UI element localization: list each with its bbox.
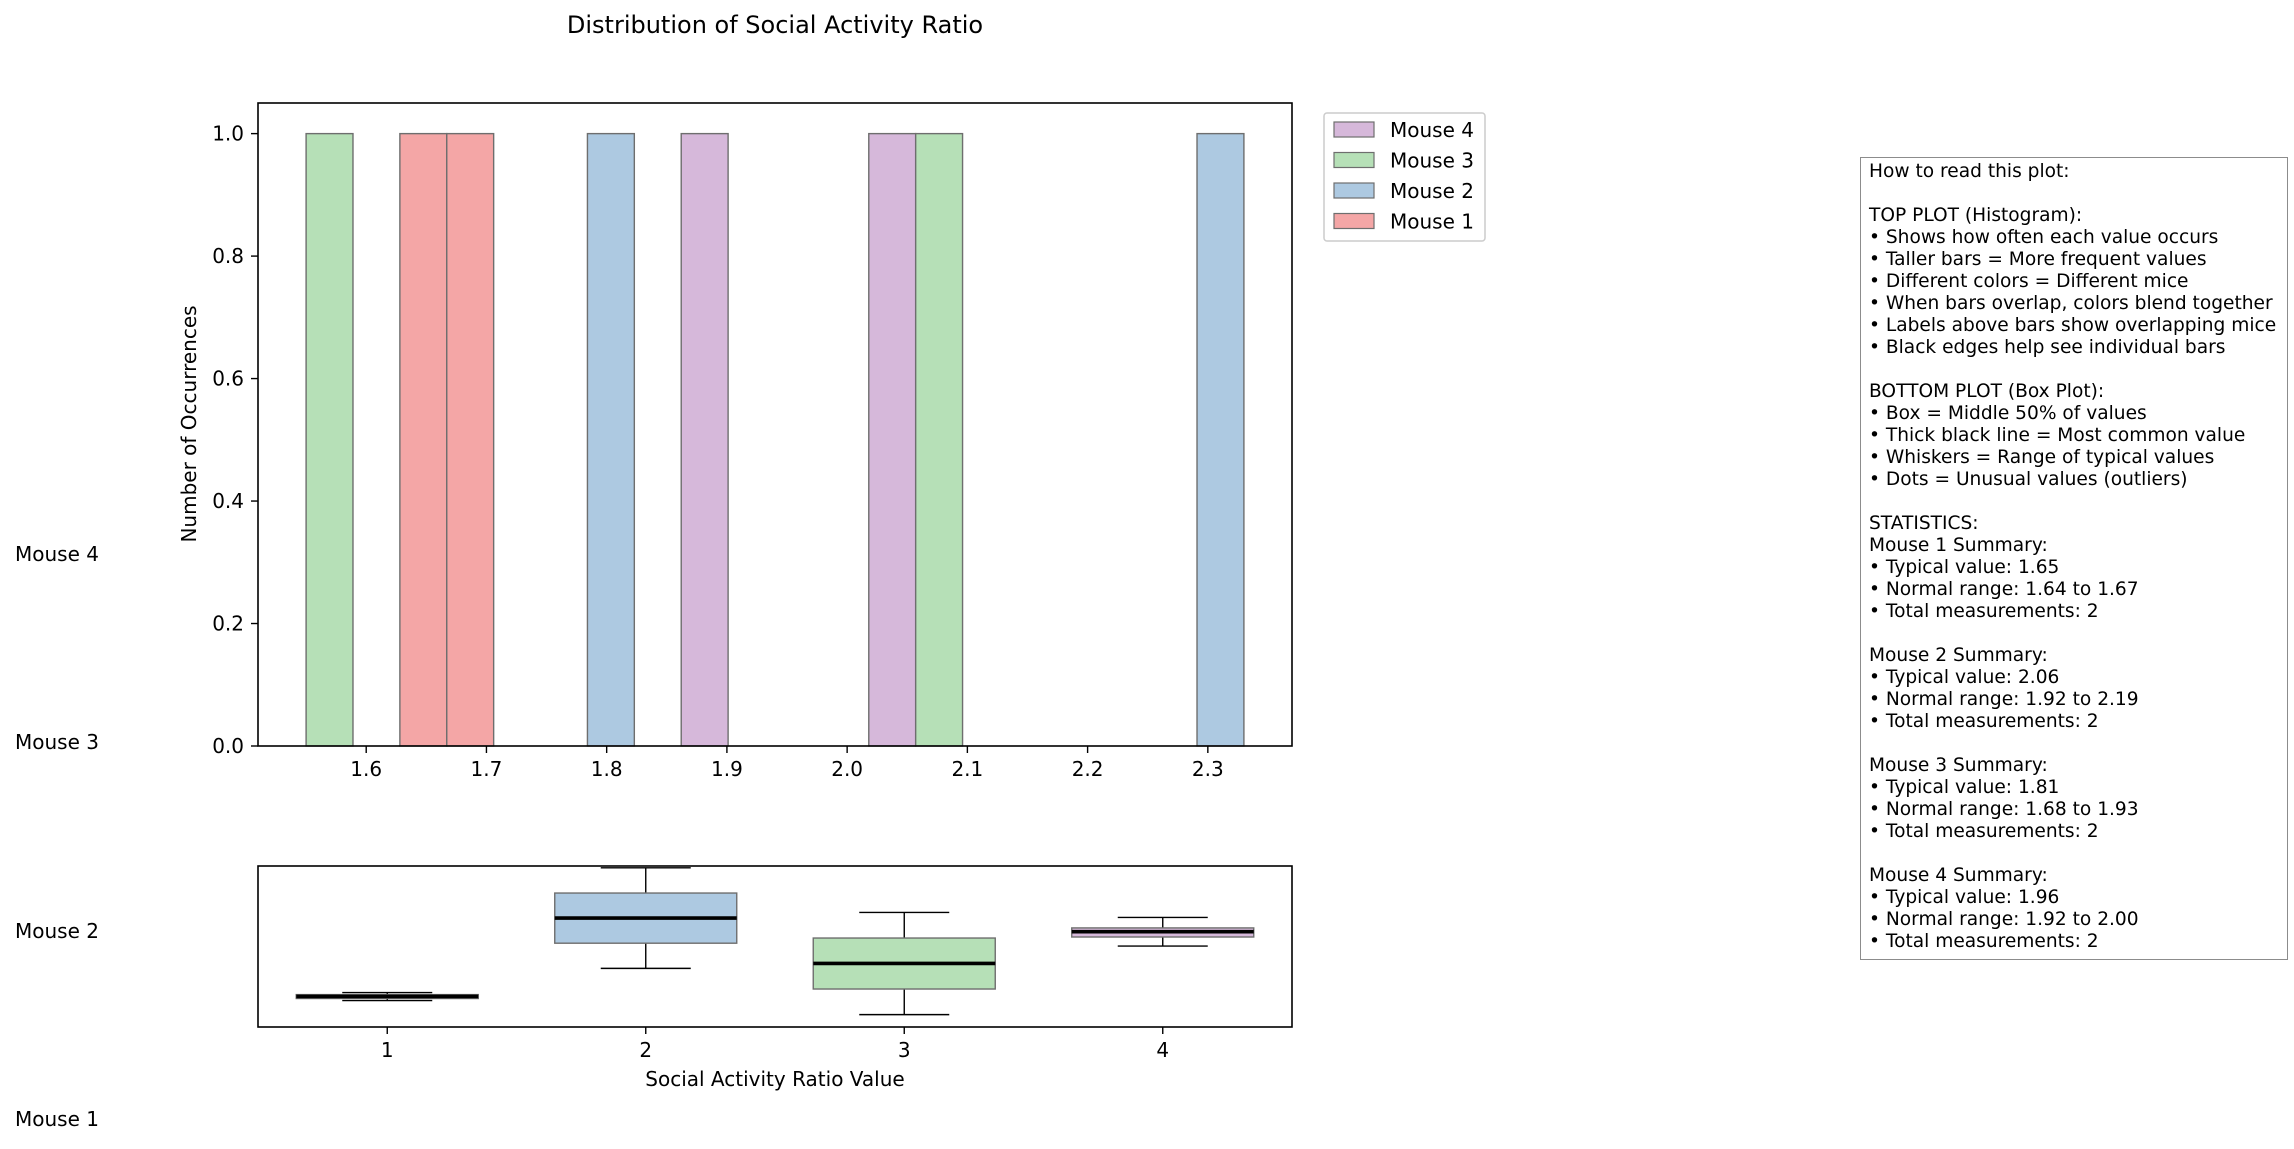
side-label: Mouse 4 bbox=[15, 542, 99, 566]
guide-line: • Typical value: 1.81 bbox=[1869, 777, 2060, 798]
guide-line: • Box = Middle 50% of values bbox=[1869, 403, 2147, 424]
guide-line: Mouse 1 Summary: bbox=[1869, 535, 2048, 556]
histogram-bar-mouse-1 bbox=[446, 132, 495, 747]
side-labels: Mouse 4 Mouse 3 Mouse 2 Mouse 1 bbox=[15, 542, 99, 1131]
guide-line: • Whiskers = Range of typical values bbox=[1869, 447, 2215, 468]
guide-line: • When bars overlap, colors blend togeth… bbox=[1869, 293, 2273, 314]
histogram-y-label: Number of Occurrences bbox=[177, 305, 201, 542]
x-tick-label: 1.9 bbox=[711, 757, 743, 781]
legend-label: Mouse 2 bbox=[1390, 179, 1474, 203]
legend: Mouse 4 Mouse 3 Mouse 2 Mouse 1 bbox=[1323, 112, 1486, 242]
guide-line: • Typical value: 1.96 bbox=[1869, 887, 2060, 908]
legend-swatch bbox=[1333, 182, 1375, 199]
legend-label: Mouse 4 bbox=[1390, 118, 1474, 142]
side-label: Mouse 2 bbox=[15, 919, 99, 943]
guide-line bbox=[1869, 359, 2279, 381]
histogram-bar-mouse-3 bbox=[914, 132, 964, 747]
guide-line: • Labels above bars show overlapping mic… bbox=[1869, 315, 2277, 336]
x-tick-label: 2.2 bbox=[1072, 757, 1104, 781]
guide-line bbox=[1869, 733, 2279, 755]
boxplot-frame bbox=[257, 865, 1293, 1028]
guide-line: • Total measurements: 2 bbox=[1869, 711, 2099, 732]
guide-line: • Total measurements: 2 bbox=[1869, 601, 2099, 622]
guide-line: • Typical value: 1.65 bbox=[1869, 557, 2060, 578]
guide-line bbox=[1869, 843, 2279, 865]
guide-line: • Normal range: 1.92 to 2.19 bbox=[1869, 689, 2139, 710]
guide-line: • Normal range: 1.64 to 1.67 bbox=[1869, 579, 2139, 600]
x-tick-label: 3 bbox=[898, 1038, 911, 1062]
guide-line: TOP PLOT (Histogram): bbox=[1869, 205, 2083, 226]
histogram-bar-mouse-2 bbox=[1196, 132, 1245, 747]
guide-line: • Dots = Unusual values (outliers) bbox=[1869, 469, 2188, 490]
x-tick-label: 2.0 bbox=[831, 757, 863, 781]
guide-line: • Typical value: 2.06 bbox=[1869, 667, 2060, 688]
figure-title: Distribution of Social Activity Ratio bbox=[567, 11, 983, 39]
histogram-frame bbox=[257, 102, 1293, 747]
guide-line: How to read this plot: bbox=[1869, 161, 2070, 182]
x-tick-label: 2 bbox=[639, 1038, 652, 1062]
legend-swatch bbox=[1333, 151, 1375, 169]
histogram-y-ticks: 0.0 0.2 0.4 0.6 0.8 1.0 bbox=[212, 122, 258, 758]
guide-line: • Total measurements: 2 bbox=[1869, 821, 2099, 842]
guide-line bbox=[1869, 183, 2279, 205]
histogram-bar-mouse-3 bbox=[305, 132, 354, 747]
legend-label: Mouse 1 bbox=[1390, 210, 1474, 234]
y-tick-label: 0.4 bbox=[212, 489, 244, 513]
boxplot-x-label: Social Activity Ratio Value bbox=[645, 1067, 904, 1091]
histogram-panel: 1.6 1.7 1.8 1.9 2.0 2.1 2.2 2.3 0.0 0.2 0.4 0.6 0.8… bbox=[177, 102, 1293, 781]
boxplot-panel: 1 2 3 4 Social Activity Ratio Value bbox=[257, 865, 1293, 1091]
guide-line bbox=[1869, 623, 2279, 645]
x-tick-label: 2.3 bbox=[1192, 757, 1224, 781]
legend-swatch bbox=[1333, 121, 1375, 138]
x-tick-label: 4 bbox=[1156, 1038, 1169, 1062]
x-tick-label: 1.8 bbox=[591, 757, 623, 781]
guide-line: • Black edges help see individual bars bbox=[1869, 337, 2226, 358]
guide-line: • Different colors = Different mice bbox=[1869, 271, 2189, 292]
guide-line: Mouse 2 Summary: bbox=[1869, 645, 2048, 666]
boxplot-x-ticks: 1 2 3 4 bbox=[381, 1027, 1169, 1062]
x-tick-label: 1.6 bbox=[350, 757, 382, 781]
guide-line: • Normal range: 1.92 to 2.00 bbox=[1869, 909, 2139, 930]
x-tick-label: 2.1 bbox=[951, 757, 983, 781]
histogram-bar-mouse-1 bbox=[399, 132, 448, 747]
x-tick-label: 1 bbox=[381, 1038, 394, 1062]
guide-line: BOTTOM PLOT (Box Plot): bbox=[1869, 381, 2105, 402]
guide-line: STATISTICS: bbox=[1869, 513, 1979, 534]
histogram-x-ticks: 1.6 1.7 1.8 1.9 2.0 2.1 2.2 2.3 bbox=[350, 746, 1224, 781]
plot-guide-box: How to read this plot: TOP PLOT (Histogra… bbox=[1860, 157, 2288, 960]
histogram-bar-mouse-4 bbox=[680, 132, 729, 747]
y-tick-label: 1.0 bbox=[212, 122, 244, 146]
guide-line: Mouse 3 Summary: bbox=[1869, 755, 2048, 776]
histogram-bars bbox=[305, 132, 1245, 747]
side-label: Mouse 1 bbox=[15, 1107, 99, 1131]
legend-swatch bbox=[1333, 212, 1375, 230]
x-tick-label: 1.7 bbox=[471, 757, 503, 781]
y-tick-label: 0.0 bbox=[212, 734, 244, 758]
histogram-bar-mouse-2 bbox=[586, 132, 636, 747]
y-tick-label: 0.8 bbox=[212, 244, 244, 268]
y-tick-label: 0.2 bbox=[212, 612, 244, 636]
legend-label: Mouse 3 bbox=[1390, 149, 1474, 173]
y-tick-label: 0.6 bbox=[212, 367, 244, 391]
boxplot-boxes bbox=[295, 867, 1255, 1016]
guide-line: • Normal range: 1.68 to 1.93 bbox=[1869, 799, 2139, 820]
legend-entries: Mouse 4 Mouse 3 Mouse 2 Mouse 1 bbox=[1333, 118, 1474, 234]
guide-line: • Thick black line = Most common value bbox=[1869, 425, 2246, 446]
guide-line bbox=[1869, 491, 2279, 513]
side-label: Mouse 3 bbox=[15, 730, 99, 754]
guide-line: Mouse 4 Summary: bbox=[1869, 865, 2048, 886]
legend-frame bbox=[1323, 112, 1486, 242]
guide-line: • Taller bars = More frequent values bbox=[1869, 249, 2207, 270]
guide-line: • Shows how often each value occurs bbox=[1869, 227, 2219, 248]
guide-line: • Total measurements: 2 bbox=[1869, 931, 2099, 952]
histogram-bar-mouse-4 bbox=[868, 132, 917, 747]
